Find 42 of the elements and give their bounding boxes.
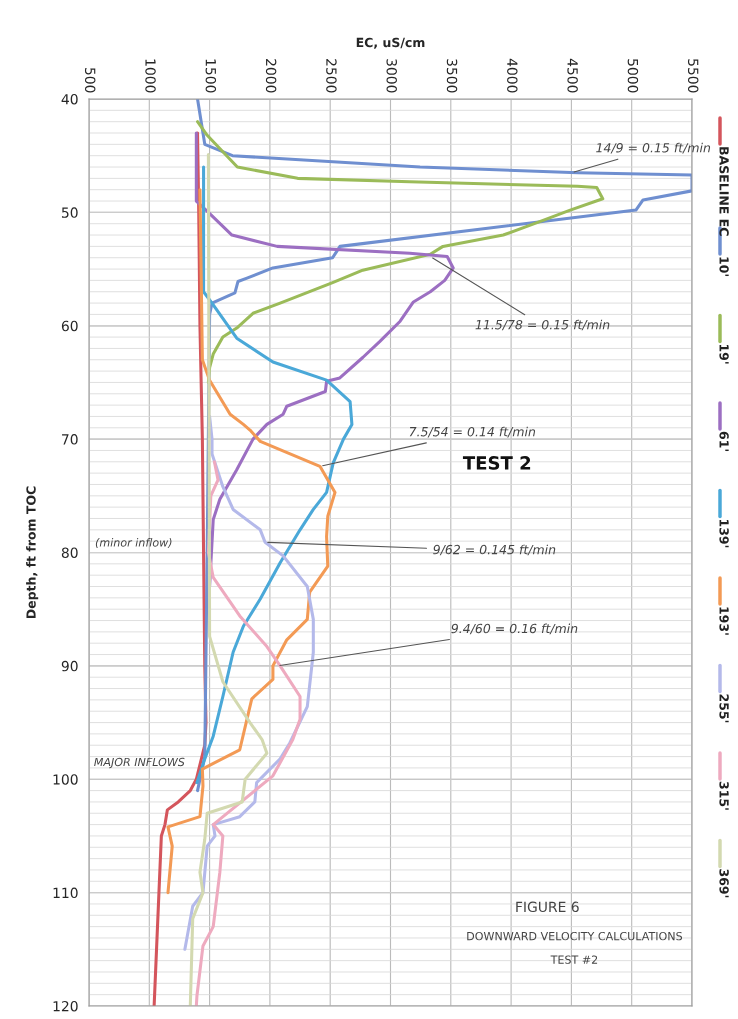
annotation: (minor inflow) (95, 538, 172, 548)
x-tick-label: 2500 (326, 59, 337, 93)
x-tick-label: 2000 (265, 59, 277, 93)
x-tick-label: 1000 (145, 59, 156, 93)
x-tick-label: 5500 (687, 59, 699, 93)
legend-label: 315' (719, 781, 729, 810)
y-tick-label: 90 (61, 660, 78, 672)
annotation: DOWNWARD VELOCITY CALCULATIONS (467, 931, 683, 941)
y-tick-label: 80 (61, 547, 78, 558)
legend-label: 10' (719, 257, 729, 277)
annotation: FIGURE 6 (516, 901, 579, 913)
legend-label: 369' (719, 869, 729, 898)
y-axis-title: Depth, ft from TOC (26, 486, 39, 619)
legend-label: 139' (719, 519, 729, 548)
annotation: 9.4/60 = 0.16 ft/min (451, 623, 578, 635)
x-tick-label: 5000 (627, 59, 639, 93)
annotation: 7.5/54 = 0.14 ft/min (409, 426, 536, 438)
y-tick-label: 40 (61, 93, 78, 105)
legend-label: BASELINE EC (719, 147, 729, 236)
y-tick-label: 120 (53, 1000, 78, 1012)
x-tick-label: 3500 (446, 59, 458, 93)
legend-label: 193' (719, 607, 729, 635)
y-tick-label: 60 (61, 320, 78, 332)
x-tick-label: 500 (84, 68, 96, 93)
annotation: TEST 2 (462, 456, 531, 470)
legend-label: 19' (719, 344, 729, 364)
annotation: TEST #2 (550, 955, 598, 964)
x-tick-label: 1500 (205, 59, 217, 93)
y-tick-label: 110 (53, 887, 78, 899)
y-tick-label: 100 (53, 774, 78, 785)
x-tick-label: 3000 (386, 59, 397, 93)
annotation: MAJOR INFLOWS (94, 757, 185, 769)
annotation: 14/9 = 0.15 ft/min (596, 142, 711, 154)
annotation: 9/62 = 0.145 ft/min (433, 544, 556, 556)
legend-label: 61' (719, 431, 729, 452)
y-tick-label: 70 (62, 434, 78, 445)
x-axis-title: EC, uS/cm (356, 37, 425, 49)
x-tick-label: 4000 (507, 58, 518, 93)
y-tick-label: 50 (61, 207, 78, 218)
legend-label: 255' (719, 694, 729, 723)
annotation: 11.5/78 = 0.15 ft/min (475, 319, 610, 331)
x-tick-label: 4500 (567, 58, 578, 93)
